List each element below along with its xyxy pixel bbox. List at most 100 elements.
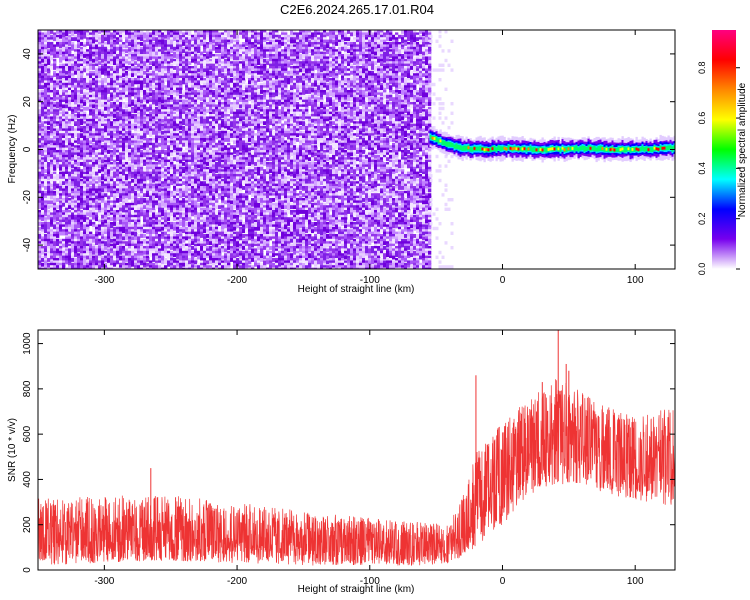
spectrogram-cell (200, 234, 204, 238)
spectrogram-cell (83, 75, 87, 80)
spectrogram-cell (47, 49, 51, 54)
spectrogram-cell (110, 166, 114, 171)
spectrogram-cell (122, 135, 126, 140)
spectrogram-cell (161, 246, 165, 250)
spectrogram-cell (59, 176, 63, 181)
spectrogram-cell (47, 231, 51, 236)
spectrogram-cell (179, 186, 183, 190)
spectrogram-cell (167, 66, 171, 70)
spectrogram-cell (143, 200, 147, 205)
spectrogram-cell (77, 248, 81, 253)
spectrogram-cell (77, 157, 81, 162)
spectrogram-cell (41, 104, 45, 109)
spectrogram-cell (131, 193, 135, 198)
spectrogram-cell (113, 99, 117, 104)
spectrogram-cell (152, 248, 156, 253)
spectrogram-cell (176, 171, 180, 176)
spectrogram-cell (71, 63, 75, 68)
spectrogram-cell (86, 159, 90, 164)
spectrogram-cell (77, 87, 81, 92)
spectrogram-cell (71, 82, 75, 87)
spectrogram-cell (80, 49, 84, 54)
spectrogram-cell (110, 183, 114, 188)
spectrogram-cell (53, 58, 57, 63)
spectrogram-cell (65, 210, 69, 214)
spectrogram-cell (137, 178, 141, 183)
spectrogram-cell (167, 82, 171, 87)
spectrogram-cell (56, 243, 60, 248)
spectrogram-cell (74, 210, 78, 214)
spectrogram-cell (83, 207, 87, 212)
spectrogram-cell (137, 171, 141, 176)
spectrogram-cell (167, 104, 171, 109)
spectrogram-cell (71, 128, 75, 133)
spectrogram-cell (50, 152, 54, 157)
spectrogram-cell (182, 37, 186, 42)
spectrogram-cell (89, 121, 93, 126)
spectrogram-cell (125, 123, 129, 128)
spectrogram-cell (80, 116, 84, 121)
spectrogram-cell (71, 61, 75, 66)
spectrogram-cell (164, 66, 168, 70)
spectrogram-cell (53, 236, 57, 241)
spectrogram-cell (203, 32, 207, 37)
spectrogram-cell (194, 111, 198, 116)
spectrogram-cell (116, 138, 120, 142)
spectrogram-cell (119, 37, 123, 42)
spectrogram-cell (164, 109, 168, 114)
spectrogram-cell (164, 73, 168, 78)
spectrogram-cell (71, 109, 75, 114)
spectrogram-cell (182, 104, 186, 109)
spectrogram-cell (95, 164, 99, 169)
spectrogram-cell (149, 80, 153, 85)
spectrogram-cell (95, 114, 99, 118)
spectrogram-cell (110, 186, 114, 190)
spectrogram-cell (122, 147, 126, 152)
spectrogram-cell (119, 162, 123, 166)
spectrogram-cell (98, 80, 102, 85)
spectrogram-cell (134, 255, 138, 260)
spectrogram-cell (158, 138, 162, 142)
spectrogram-cell (167, 118, 171, 123)
spectrogram-cell (101, 234, 105, 238)
spectrogram-cell (149, 61, 153, 66)
spectrogram-cell (95, 135, 99, 140)
spectrogram-cell (101, 104, 105, 109)
spectrogram-cell (59, 178, 63, 183)
spectrogram-cell (161, 46, 165, 51)
spectrogram-cell (146, 234, 150, 238)
spectrogram-cell (203, 248, 207, 253)
spectrogram-cell (38, 166, 42, 171)
spectrogram-cell (143, 128, 147, 133)
spectrogram-cell (77, 190, 81, 195)
spectrogram-cell (65, 42, 69, 46)
spectrogram-cell (98, 70, 102, 75)
spectrogram-cell (188, 198, 192, 202)
spectrogram-cell (119, 267, 123, 269)
spectrogram-cell (161, 236, 165, 241)
spectrogram-cell (191, 200, 195, 205)
spectrogram-cell (41, 200, 45, 205)
spectrogram-cell (47, 140, 51, 145)
spectrogram-cell (89, 157, 93, 162)
spectrogram-cell (140, 128, 144, 133)
spectrogram-cell (185, 46, 189, 51)
spectrogram-cell (152, 222, 156, 226)
spectrogram-cell (119, 44, 123, 49)
spectrogram-cell (173, 198, 177, 202)
spectrogram-cell (185, 30, 189, 34)
spectrogram-cell (137, 34, 141, 39)
spectrogram-cell (167, 181, 171, 186)
spectrogram-cell (191, 154, 195, 159)
spectrogram-cell (176, 219, 180, 224)
spectrogram-cell (41, 246, 45, 250)
spectrogram-cell (182, 121, 186, 126)
spectrogram-cell (134, 265, 138, 269)
spectrogram-cell (164, 126, 168, 130)
spectrogram-cell (164, 210, 168, 214)
spectrogram-cell (98, 217, 102, 222)
spectrogram-cell (203, 123, 207, 128)
spectrogram-cell (131, 68, 135, 73)
spectrogram-cell (125, 181, 129, 186)
spectrogram-cell (56, 157, 60, 162)
